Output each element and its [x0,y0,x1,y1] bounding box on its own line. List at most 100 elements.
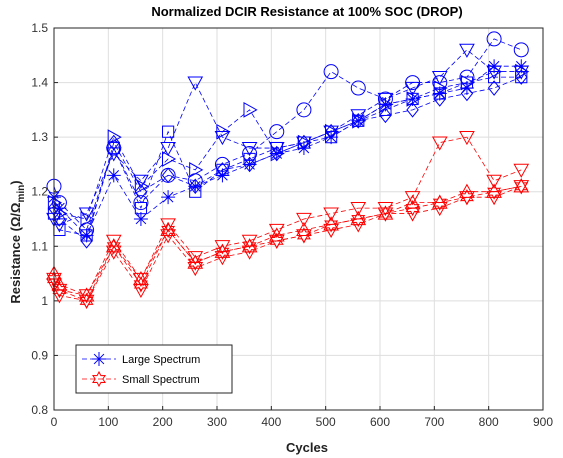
legend-marker [92,352,106,366]
data-point [404,191,421,206]
data-point [80,211,95,227]
data-point [459,43,475,58]
x-tick-label: 200 [153,415,173,429]
data-point [51,289,68,304]
data-point [323,64,339,80]
series-line [53,71,522,220]
data-point [270,141,283,155]
data-point [80,229,93,242]
data-point [513,163,530,178]
x-tick-label: 700 [424,415,444,429]
data-point [160,218,176,233]
data-point [404,81,421,97]
x-tick-label: 300 [207,415,227,429]
series-small-10 [46,180,530,309]
data-point [47,194,63,211]
data-point [214,251,231,266]
data-point [460,76,474,89]
data-point [431,136,448,151]
data-point [431,201,448,217]
data-point [406,92,419,106]
data-point [433,91,447,107]
y-tick-label: 1.5 [31,21,48,35]
series-small-7 [47,178,529,309]
data-point [105,234,122,249]
data-point [486,191,502,206]
legend-box [75,344,233,394]
data-point [433,87,446,100]
data-point [487,183,502,200]
data-point [187,76,204,91]
data-point [105,245,122,260]
plot-frame [53,27,544,411]
x-tick-label: 900 [533,415,553,429]
data-point [350,109,367,124]
data-point [106,238,121,255]
data-point [243,152,256,166]
data-point [324,216,339,233]
data-point [160,141,176,157]
y-tick-label: 1.2 [31,185,48,199]
data-point [215,243,230,260]
data-point [486,31,502,47]
data-point [241,234,258,249]
data-point [350,80,366,96]
data-point [487,80,501,96]
data-point [459,69,475,85]
data-point [379,107,392,124]
data-point [513,178,530,193]
data-point [352,114,365,127]
data-point [80,233,93,249]
x-tick-label: 0 [51,415,58,429]
data-point [488,71,501,84]
data-point [214,131,231,146]
data-point [78,207,95,222]
data-point [241,141,258,157]
data-point [189,185,202,198]
x-tick-label: 400 [261,415,281,429]
y-tick-label: 1.1 [31,239,48,253]
data-point [161,167,175,184]
data-point [432,75,448,91]
data-point [78,289,95,304]
data-point [189,162,204,178]
y-axis-label-close: ) [8,180,23,184]
y-tick-label: 1.4 [31,76,48,90]
data-point [161,190,176,205]
data-point [133,283,149,298]
data-point [187,262,204,277]
data-point [296,221,312,237]
series-line [53,185,522,302]
data-point [325,131,338,144]
data-point [106,168,121,183]
data-point [134,183,148,200]
data-point [377,201,394,217]
data-point [350,218,367,233]
data-point [486,174,502,189]
data-point [134,201,148,215]
data-point [188,254,203,271]
data-point [351,210,366,228]
data-point [460,85,474,102]
series-large-2 [46,31,529,238]
y-axis-label-main: Resistance (Ω/Ω [8,203,23,304]
series-large-3 [47,69,528,249]
x-tick-label: 800 [479,415,499,429]
data-point [107,141,120,155]
x-tick-label: 600 [370,415,390,429]
data-point [323,125,339,140]
y-tick-label: 0.8 [31,403,48,417]
data-point [107,129,122,145]
series-line [53,76,522,242]
data-point [515,71,528,84]
data-point [404,207,421,222]
data-point [459,131,475,146]
data-point [459,183,475,198]
data-point [513,65,530,80]
data-point [459,191,475,206]
y-axis-label: Resistance (Ω/Ωmin) [8,180,27,303]
y-tick-label: 1.3 [31,130,48,144]
data-point [214,156,230,172]
data-point [350,201,367,217]
